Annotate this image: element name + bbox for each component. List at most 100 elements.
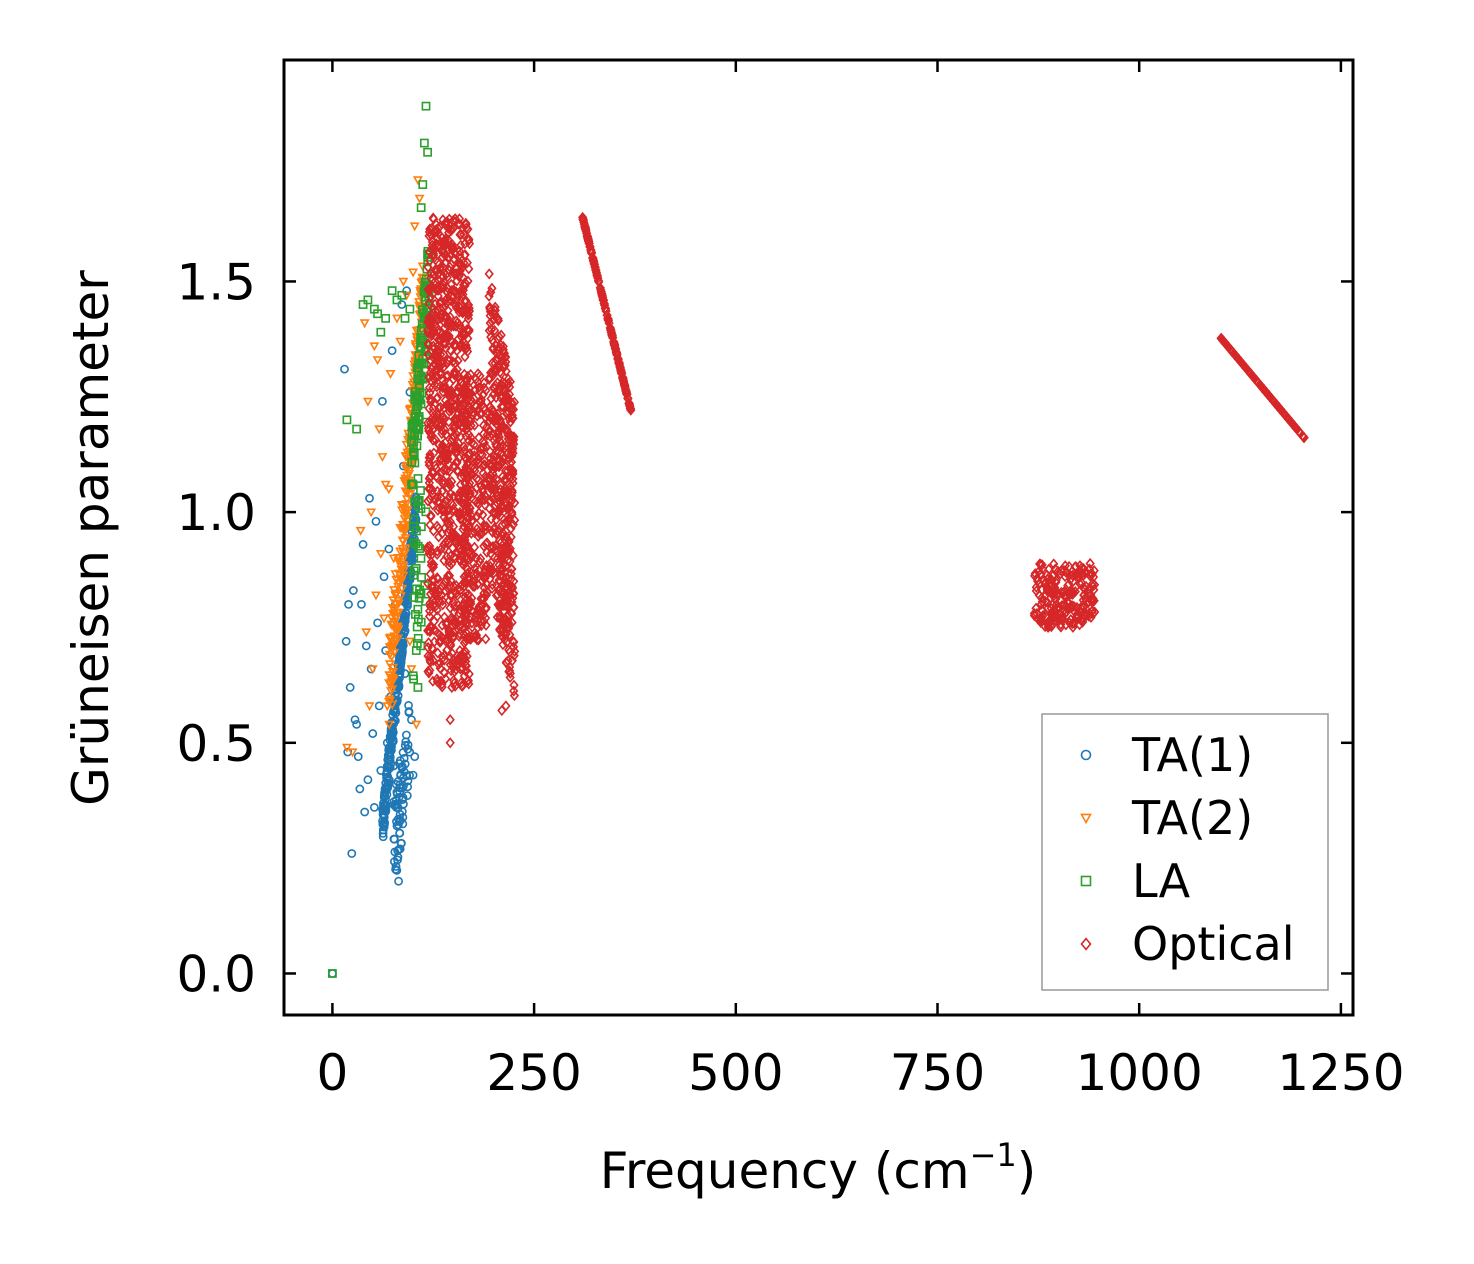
data-point <box>428 340 438 352</box>
data-point <box>466 375 476 387</box>
data-point <box>456 239 466 251</box>
x-axis-label: Frequency (cm−1) <box>600 1136 1037 1200</box>
data-point <box>429 213 439 225</box>
data-point <box>611 347 622 359</box>
x-tick-label: 250 <box>486 1044 581 1102</box>
data-point <box>1040 577 1051 590</box>
data-point <box>484 290 494 302</box>
data-point <box>395 844 405 854</box>
data-point <box>498 400 508 412</box>
data-point <box>432 314 443 326</box>
data-point <box>423 327 433 339</box>
data-point <box>492 528 502 540</box>
data-point <box>506 531 516 543</box>
data-point <box>398 567 409 577</box>
data-point <box>504 512 514 524</box>
data-point <box>401 730 411 740</box>
data-point <box>466 527 476 540</box>
data-point <box>458 340 469 352</box>
data-point <box>408 480 418 490</box>
data-point <box>1234 354 1244 366</box>
data-point <box>484 425 494 437</box>
data-point <box>358 540 368 549</box>
data-point <box>366 508 377 518</box>
data-point <box>505 416 516 428</box>
data-point <box>400 669 410 678</box>
data-point <box>486 411 496 423</box>
data-point <box>384 720 395 730</box>
data-point <box>505 589 515 601</box>
data-point <box>428 434 438 446</box>
data-point <box>400 313 410 323</box>
y-tick-label: 1.0 <box>176 484 256 542</box>
data-point <box>425 600 435 612</box>
data-point <box>481 633 491 645</box>
data-point <box>413 374 423 384</box>
data-point <box>411 646 421 655</box>
data-point <box>435 662 445 674</box>
data-point <box>1078 602 1089 614</box>
data-point <box>427 581 437 593</box>
data-point <box>467 515 478 527</box>
data-point <box>497 623 507 635</box>
data-point <box>508 641 519 653</box>
data-point <box>1065 569 1075 581</box>
data-point <box>352 424 362 434</box>
data-point <box>387 286 397 296</box>
data-point <box>479 582 490 594</box>
data-point <box>387 604 398 613</box>
data-point <box>424 667 434 679</box>
data-point <box>445 714 455 726</box>
legend-label: Optical <box>1132 917 1294 971</box>
data-point <box>493 584 504 596</box>
data-point <box>435 657 445 669</box>
data-point <box>1043 619 1053 631</box>
data-point <box>451 400 461 412</box>
legend-label: TA(2) <box>1131 791 1253 845</box>
data-point <box>453 381 464 393</box>
data-point <box>388 554 399 564</box>
data-point <box>438 278 448 291</box>
data-point <box>384 544 394 554</box>
data-point <box>491 440 502 453</box>
data-point <box>439 511 449 523</box>
data-point <box>403 782 413 792</box>
data-point <box>485 495 496 507</box>
data-point <box>465 489 475 501</box>
data-point <box>454 306 464 318</box>
data-point <box>458 400 468 412</box>
data-point <box>1049 611 1060 624</box>
data-point <box>425 448 435 461</box>
data-point <box>448 654 459 666</box>
data-point <box>423 338 434 350</box>
data-point <box>365 493 374 503</box>
data-point <box>411 418 421 428</box>
data-point <box>347 849 357 858</box>
data-point <box>439 348 449 360</box>
data-point <box>440 673 451 685</box>
data-point <box>505 629 515 641</box>
data-point <box>1268 394 1278 407</box>
data-point <box>598 292 608 304</box>
data-point <box>434 347 444 359</box>
data-point <box>353 752 363 762</box>
data-point <box>409 448 419 458</box>
x-tick-label: 1250 <box>1277 1044 1404 1102</box>
data-point <box>375 549 386 559</box>
data-point <box>423 650 433 662</box>
data-point <box>435 419 445 431</box>
data-point <box>393 582 403 592</box>
data-point <box>588 254 598 266</box>
data-point <box>503 544 513 556</box>
data-point <box>460 557 470 569</box>
data-point <box>616 364 626 376</box>
data-point <box>404 469 415 479</box>
data-point <box>603 313 613 325</box>
data-point <box>450 625 461 637</box>
data-point <box>1072 608 1082 620</box>
data-point <box>400 626 410 636</box>
x-tick-label: 0 <box>317 1044 349 1102</box>
data-point <box>388 596 399 606</box>
data-point <box>355 526 366 536</box>
